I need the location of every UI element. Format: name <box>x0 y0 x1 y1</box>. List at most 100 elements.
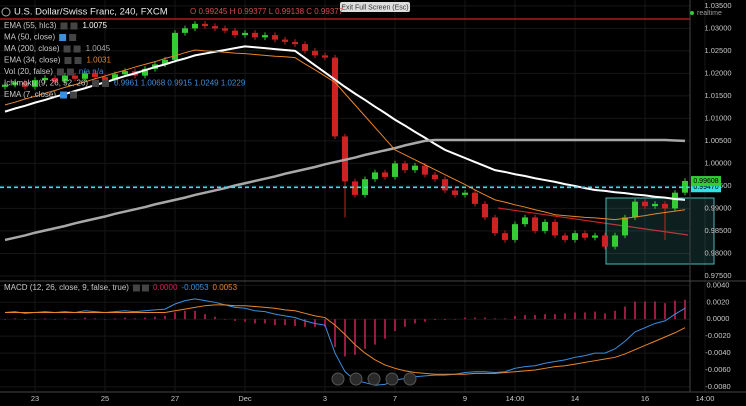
candle-body <box>162 59 168 65</box>
candle-body <box>302 44 308 51</box>
indicator-value: 1.0075 <box>82 21 107 30</box>
candle-body <box>272 35 278 40</box>
histogram-bar <box>544 314 546 320</box>
symbol-icon[interactable] <box>1 7 11 17</box>
histogram-bar <box>134 318 136 320</box>
candle-body <box>312 50 318 56</box>
fullscreen-button[interactable] <box>340 2 410 12</box>
indicator-close[interactable] <box>102 80 110 87</box>
histogram-bar <box>204 314 206 320</box>
histogram-bar <box>364 319 366 349</box>
forward-button[interactable] <box>385 372 399 386</box>
histogram-bar <box>644 301 646 320</box>
candle-body <box>402 163 408 171</box>
candle-body <box>142 68 148 76</box>
candle-body <box>332 57 338 137</box>
y-tick-label: -0.0040 <box>705 348 730 357</box>
indicator-settings[interactable] <box>60 22 68 30</box>
indicator-close[interactable] <box>70 91 78 99</box>
candle-body <box>482 203 488 218</box>
y-tick-label: 1.02000 <box>704 68 731 77</box>
indicator-name: MA (50, close) <box>4 33 55 42</box>
indicator-name: EMA (7, close) <box>4 90 56 99</box>
y-tick-label: 0.0000 <box>707 314 730 323</box>
indicator-value: 0.9961 1.0068 0.9915 1.0249 1.0229 <box>114 79 246 88</box>
histogram-bar <box>164 315 166 320</box>
fast-forward-button[interactable] <box>403 372 417 386</box>
candle-body <box>462 192 468 195</box>
histogram-bar <box>234 319 236 321</box>
indicator-value: n/a n/a <box>79 67 104 76</box>
rewind-button[interactable] <box>331 372 345 386</box>
y-tick-label: 0.97500 <box>704 271 731 280</box>
histogram-bar <box>274 319 276 326</box>
x-tick-label: 7 <box>393 394 397 403</box>
candle-body <box>72 75 78 79</box>
x-tick-label: 27 <box>171 394 179 403</box>
realtime-dot <box>690 11 694 15</box>
indicator-settings[interactable] <box>60 91 68 99</box>
candle-body <box>102 76 108 81</box>
x-tick-label: 14:00 <box>506 394 525 403</box>
indicator-close[interactable] <box>73 45 81 53</box>
candle-body <box>552 221 558 236</box>
y-tick-label: -0.0080 <box>705 382 730 391</box>
histogram-bar <box>144 317 146 320</box>
indicator-close[interactable] <box>74 57 82 64</box>
indicator-line <box>4 45 686 201</box>
candle-body <box>32 80 38 87</box>
indicator-settings[interactable] <box>56 68 64 76</box>
indicator-settings[interactable] <box>59 34 67 41</box>
indicator-settings[interactable] <box>63 45 71 53</box>
reset-button[interactable] <box>367 372 381 386</box>
macd-value: 0.0000 <box>153 283 178 292</box>
x-tick-label: 25 <box>101 394 109 403</box>
histogram-bar <box>514 315 516 320</box>
histogram-bar <box>264 319 266 324</box>
candle-body <box>42 77 48 81</box>
indicator-settings[interactable] <box>64 57 72 64</box>
candle-body <box>412 165 418 171</box>
y-tick-label: -0.0060 <box>705 365 730 374</box>
x-tick-label: 14:00 <box>696 394 715 403</box>
histogram-bar <box>94 318 96 320</box>
candle-body <box>452 190 458 195</box>
candle-body <box>12 82 18 85</box>
back-button[interactable] <box>349 372 363 386</box>
y-tick-label: 0.98500 <box>704 226 731 235</box>
histogram-bar <box>604 313 606 320</box>
y-tick-label: 0.98000 <box>704 248 731 257</box>
histogram-bar <box>574 312 576 320</box>
histogram-bar <box>434 319 436 321</box>
indicator-close[interactable] <box>66 68 74 76</box>
histogram-bar <box>354 319 356 355</box>
candle-body <box>542 221 548 231</box>
histogram-bar <box>284 319 286 326</box>
x-tick-label: Dec <box>238 394 252 403</box>
candle-body <box>492 217 498 234</box>
candle-body <box>592 235 598 238</box>
indicator-settings[interactable] <box>92 80 100 87</box>
indicator-close[interactable] <box>69 34 77 41</box>
candle-body <box>222 28 228 31</box>
y-tick-label: 1.01500 <box>704 91 731 100</box>
price-line-label: 0.99470 <box>693 184 718 191</box>
candle-body <box>532 217 538 231</box>
histogram-bar <box>504 318 506 320</box>
macd-settings[interactable] <box>132 284 140 292</box>
candle-body <box>442 179 448 191</box>
candle-body <box>622 217 628 236</box>
candle-body <box>612 235 618 247</box>
indicator-value: 1.0045 <box>86 44 111 53</box>
histogram-bar <box>214 316 216 320</box>
histogram-bar <box>74 319 76 320</box>
histogram-bar <box>24 319 26 321</box>
indicator-close[interactable] <box>70 22 78 30</box>
indicator-name: MA (200, close) <box>4 44 60 53</box>
candle-body <box>182 28 188 33</box>
macd-value: -0.0053 <box>181 283 209 292</box>
macd-close[interactable] <box>141 284 149 292</box>
fullscreen-label[interactable]: Exit Full Screen (Esc) <box>341 4 408 11</box>
macd-value: 0.0053 <box>213 283 238 292</box>
x-tick-label: 9 <box>463 394 467 403</box>
